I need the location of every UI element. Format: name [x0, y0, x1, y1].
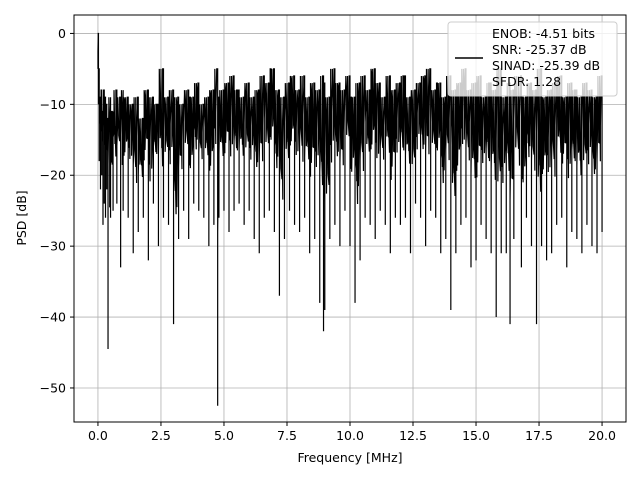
x-tick-label: 17.5	[525, 428, 553, 443]
x-tick-label: 5.0	[214, 428, 234, 443]
y-tick-label: −30	[40, 239, 66, 254]
legend-entry-snr: SNR: -25.37 dB	[492, 42, 587, 57]
psd-line	[97, 32, 603, 406]
x-tick-label: 7.5	[277, 428, 297, 443]
x-tick-label: 2.5	[151, 428, 171, 443]
x-axis-ticks: 0.0 2.5 5.0 7.5 10.0 12.5 15.0 17.5 20.0	[88, 422, 616, 443]
x-tick-label: 0.0	[88, 428, 108, 443]
y-axis-ticks: 0 −10 −20 −30 −40 −50	[40, 26, 74, 395]
y-tick-label: 0	[58, 26, 66, 41]
legend-entry-enob: ENOB: -4.51 bits	[492, 26, 595, 41]
psd-series	[97, 32, 603, 406]
legend: ENOB: -4.51 bits SNR: -25.37 dB SINAD: -…	[447, 21, 618, 97]
x-axis-label: Frequency [MHz]	[297, 450, 402, 465]
y-tick-label: −20	[40, 168, 66, 183]
legend-entry-sinad: SINAD: -25.39 dB	[492, 58, 600, 73]
y-axis-label: PSD [dB]	[14, 190, 29, 245]
y-tick-label: −40	[40, 310, 66, 325]
y-tick-label: −50	[40, 380, 66, 395]
y-tick-label: −10	[40, 97, 66, 112]
x-tick-label: 15.0	[462, 428, 490, 443]
x-tick-label: 20.0	[588, 428, 616, 443]
legend-box	[447, 21, 618, 97]
legend-entry-sfdr: SFDR: 1.28	[492, 74, 561, 89]
x-tick-label: 10.0	[336, 428, 364, 443]
x-tick-label: 12.5	[399, 428, 427, 443]
